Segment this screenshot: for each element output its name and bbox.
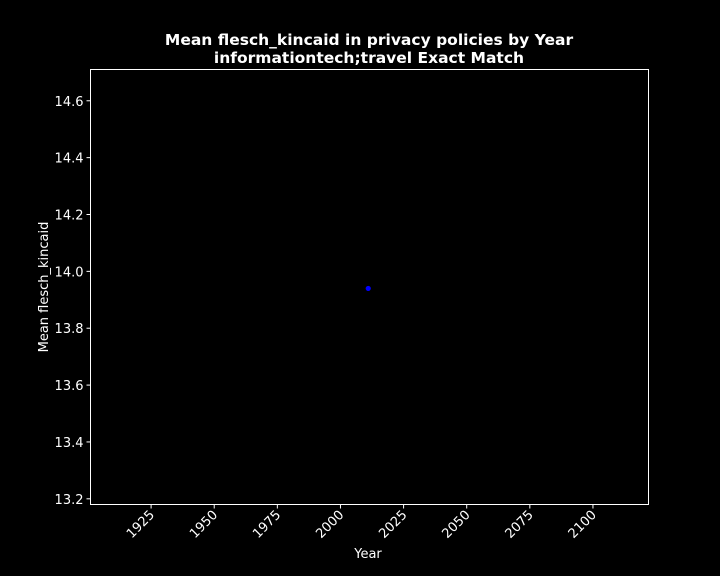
chart-title: Mean flesch_kincaid in privacy policies … [165,31,574,49]
data-points [365,285,371,292]
chart-subtitle: informationtech;travel Exact Match [214,49,524,67]
y-tick-label: 14.6 [55,95,84,110]
y-axis-ticks: 13.2 13.4 13.6 13.8 14.0 14.2 14.4 14.6 [55,95,91,508]
y-tick-label: 14.2 [55,209,84,224]
y-tick-label: 13.2 [55,493,84,508]
plot-area-frame [90,69,649,505]
y-tick-label: 14.0 [55,265,84,280]
y-axis-label: Mean flesch_kincaid [37,222,52,353]
x-axis-label: Year [353,547,382,562]
y-tick-label: 13.6 [55,379,84,394]
y-tick-label: 13.8 [55,322,84,337]
data-point [365,285,371,292]
y-tick-label: 14.4 [55,152,84,167]
y-tick-label: 13.4 [55,436,84,451]
